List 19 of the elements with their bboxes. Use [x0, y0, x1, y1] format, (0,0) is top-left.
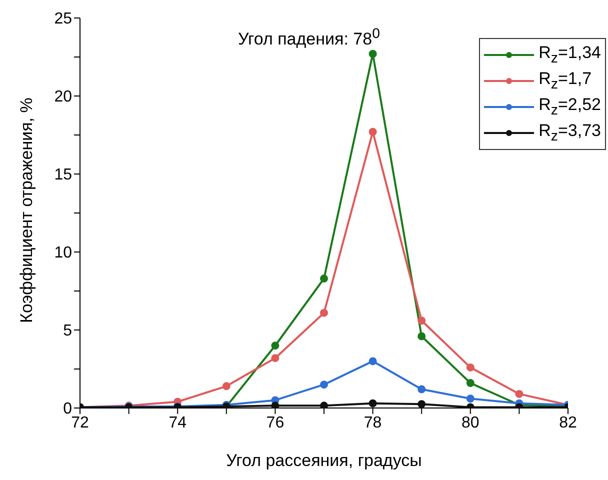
- legend-label: R$_{z}$=2,52: [538, 95, 601, 119]
- x-tick-label: 80: [462, 414, 480, 432]
- y-tick-label: 0: [63, 400, 72, 418]
- text: Угол падения: 78$^{0}$: [238, 26, 380, 50]
- y-axis-title: Коэффициент отражения, %: [17, 98, 36, 323]
- x-tick-label: 74: [168, 414, 187, 432]
- x-tick-label: 76: [266, 414, 284, 432]
- legend-label: R$_{z}$=3,73: [538, 121, 601, 145]
- legend-label: R$_{z}$=1,7: [538, 69, 592, 93]
- y-tick-label: 10: [54, 244, 72, 262]
- legend-label: R$_{z}$=1,34: [538, 43, 601, 67]
- y-tick-label: 15: [54, 166, 72, 184]
- y-tick-label: 5: [63, 322, 72, 340]
- x-tick-label: 78: [364, 414, 382, 432]
- x-tick-label: 82: [559, 414, 577, 432]
- x-axis-title: Угол рассеяния, градусы: [226, 451, 422, 470]
- y-tick-label: 25: [54, 10, 72, 28]
- y-tick-label: 20: [54, 88, 72, 106]
- x-tick-label: 72: [71, 414, 89, 432]
